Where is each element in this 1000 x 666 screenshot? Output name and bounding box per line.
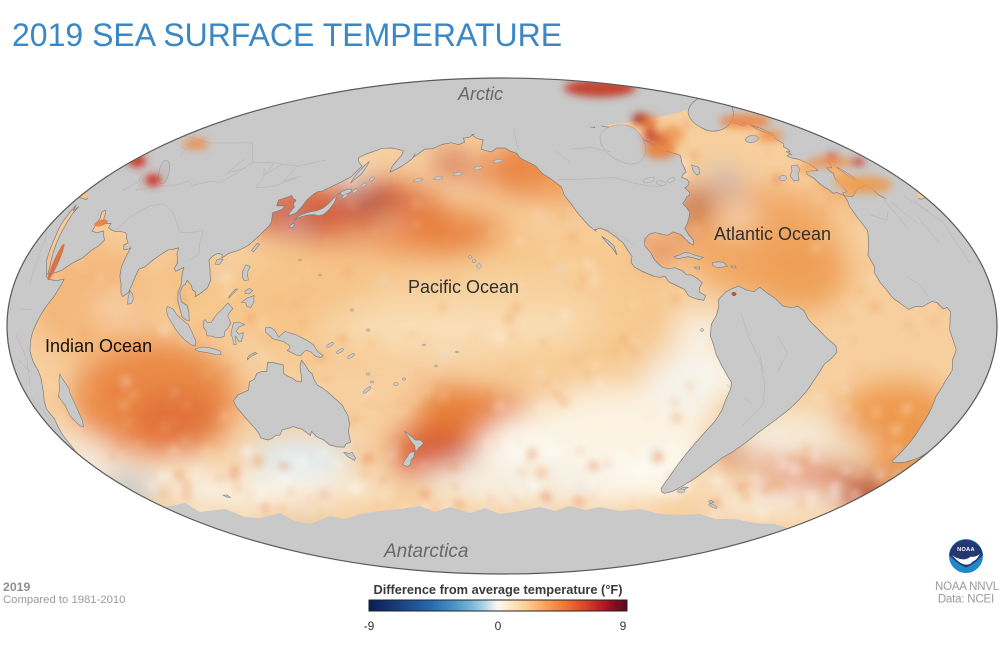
- svg-text:9: 9: [620, 619, 627, 633]
- svg-text:NOAA NNVL: NOAA NNVL: [935, 581, 1000, 593]
- svg-text:Pacific Ocean: Pacific Ocean: [408, 277, 519, 297]
- svg-text:Arctic: Arctic: [457, 84, 503, 104]
- svg-text:-9: -9: [364, 619, 375, 633]
- svg-text:2019 SEA SURFACE TEMPERATURE: 2019 SEA SURFACE TEMPERATURE: [12, 17, 562, 53]
- svg-text:Atlantic Ocean: Atlantic Ocean: [714, 224, 831, 244]
- svg-text:Antarctica: Antarctica: [383, 541, 468, 562]
- svg-text:Data: NCEI: Data: NCEI: [938, 594, 994, 606]
- svg-text:Compared to 1981-2010: Compared to 1981-2010: [3, 594, 125, 606]
- svg-text:NOAA: NOAA: [957, 547, 975, 553]
- svg-text:Indian Ocean: Indian Ocean: [45, 336, 152, 356]
- svg-text:2019: 2019: [3, 580, 31, 594]
- svg-text:0: 0: [495, 619, 502, 633]
- svg-text:Difference from average temper: Difference from average temperature (°F): [373, 582, 622, 597]
